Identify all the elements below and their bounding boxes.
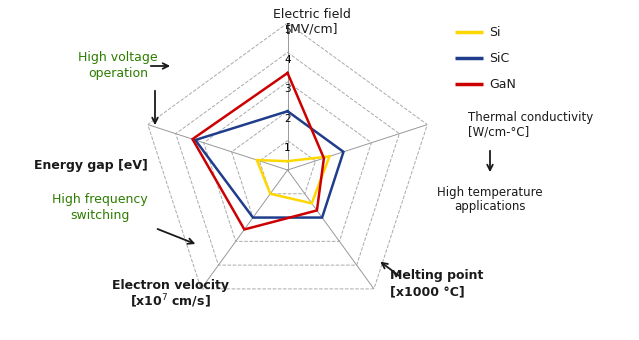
- Text: 4: 4: [284, 55, 291, 65]
- Text: Thermal conductivity: Thermal conductivity: [468, 112, 593, 124]
- Text: Electric field: Electric field: [273, 8, 351, 21]
- Text: [W/cm-°C]: [W/cm-°C]: [468, 125, 529, 138]
- Text: SiC: SiC: [489, 51, 509, 65]
- Text: High frequency: High frequency: [52, 193, 148, 206]
- Text: applications: applications: [454, 200, 526, 213]
- Text: Energy gap [eV]: Energy gap [eV]: [34, 158, 148, 171]
- Text: [MV/cm]: [MV/cm]: [286, 22, 338, 35]
- Text: GaN: GaN: [489, 78, 516, 90]
- Text: [x1000 °C]: [x1000 °C]: [390, 286, 465, 299]
- Text: switching: switching: [70, 208, 130, 221]
- Text: operation: operation: [88, 67, 148, 80]
- Text: [x10$^7$ cm/s]: [x10$^7$ cm/s]: [130, 292, 210, 310]
- Text: 3: 3: [284, 84, 291, 94]
- Text: Electron velocity: Electron velocity: [111, 278, 229, 291]
- Text: 2: 2: [284, 114, 291, 123]
- Text: High voltage: High voltage: [78, 51, 158, 65]
- Text: 5: 5: [284, 26, 291, 35]
- Text: Melting point: Melting point: [390, 270, 483, 283]
- Text: Si: Si: [489, 26, 500, 38]
- Text: 1: 1: [284, 143, 291, 153]
- Text: High temperature: High temperature: [437, 186, 543, 199]
